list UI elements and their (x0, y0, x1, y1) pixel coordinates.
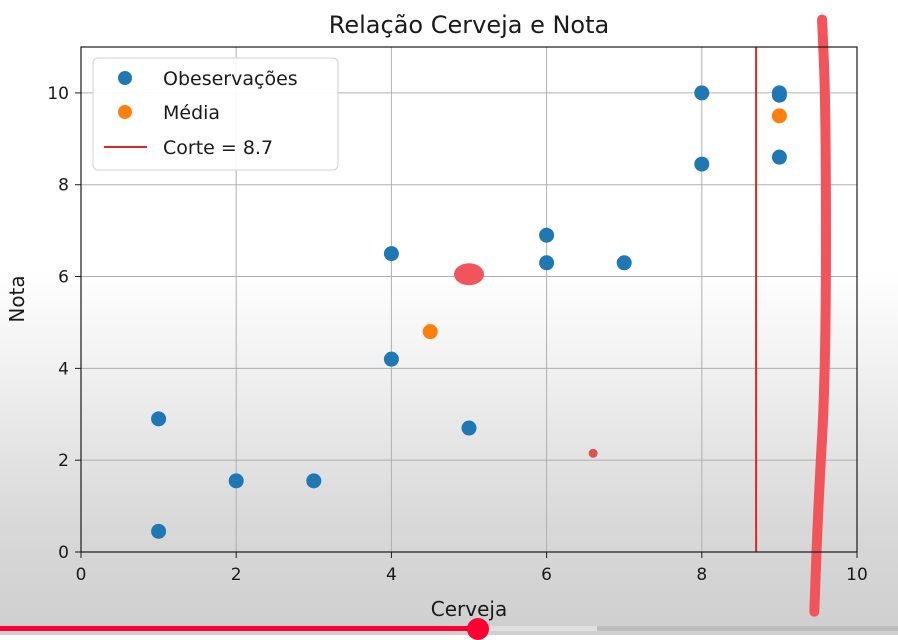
y-tick-label: 4 (58, 359, 69, 379)
y-tick-label: 10 (47, 84, 69, 104)
annotation-blob (454, 263, 484, 286)
plot-frame (80, 46, 858, 553)
annotation-dot (588, 448, 598, 458)
observation-point (306, 473, 322, 489)
x-tick-label: 6 (541, 565, 552, 585)
observation-point (383, 351, 399, 367)
y-tick-labels: 0 2 4 6 8 10 (47, 84, 69, 563)
observation-point (151, 411, 167, 427)
observation-point (771, 85, 787, 101)
mean-point (422, 324, 438, 340)
x-tick-label: 2 (231, 565, 242, 585)
x-tick-label: 4 (386, 565, 397, 585)
observation-point (694, 156, 710, 172)
observation-point (228, 473, 244, 489)
observation-point (151, 523, 167, 539)
observation-point (461, 420, 477, 436)
y-tick-label: 8 (58, 176, 69, 196)
data-points (151, 85, 787, 539)
observation-point (694, 85, 710, 101)
observation-point (539, 227, 555, 243)
observation-point (383, 246, 399, 262)
observation-point (539, 255, 555, 271)
legend-label-observacoes: Obeservações (163, 68, 298, 90)
y-tick-label: 0 (58, 543, 69, 563)
y-axis-title: Nota (5, 275, 29, 322)
x-axis-title: Cerveja (431, 597, 507, 621)
legend: Obeservações Média Corte = 8.7 (92, 57, 339, 171)
x-tick-label: 0 (76, 565, 87, 585)
handwritten-annotations (454, 14, 831, 617)
video-progress-bar[interactable] (0, 618, 898, 640)
legend-box (92, 57, 339, 171)
legend-label-media: Média (163, 102, 220, 124)
observation-point (616, 255, 632, 271)
legend-label-corte: Corte = 8.7 (163, 137, 273, 159)
annotation-stroke (809, 14, 831, 617)
x-tick-label: 10 (846, 565, 868, 585)
mean-point (771, 108, 787, 124)
x-tick-label: 8 (696, 565, 707, 585)
video-scrubber-handle[interactable] (466, 618, 489, 640)
y-tick-label: 2 (58, 451, 69, 471)
legend-marker-media (118, 105, 132, 119)
observation-point (771, 149, 787, 165)
chart: 0 2 4 6 8 10 0 2 4 6 8 10 Relação Cerveja e Nota C… (5, 11, 868, 621)
video-played-bar (0, 626, 478, 631)
y-tick-label: 6 (58, 268, 69, 288)
legend-marker-observacoes (118, 71, 132, 85)
x-tick-labels: 0 2 4 6 8 10 (76, 565, 868, 585)
chart-title: Relação Cerveja e Nota (329, 11, 609, 39)
